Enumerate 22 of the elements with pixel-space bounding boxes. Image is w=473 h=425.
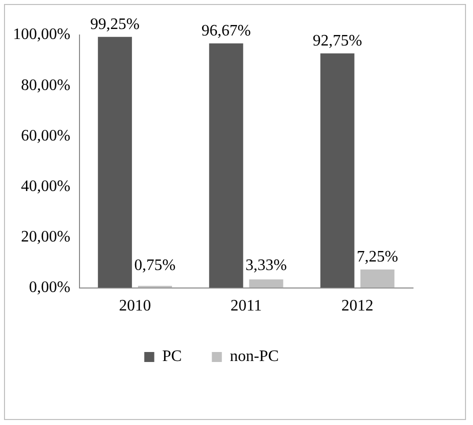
x-tick-label: 2011 [230, 298, 262, 315]
y-tick-label: 60,00% [21, 127, 70, 144]
bar [209, 43, 244, 288]
y-tick-label: 0,00% [29, 279, 70, 296]
y-tick-label: 80,00% [21, 76, 70, 94]
bar [98, 36, 132, 288]
bar [320, 53, 354, 288]
legend-label: non-PC [230, 348, 279, 366]
data-label: 92,75% [312, 32, 362, 50]
y-tick-label: 100,00% [13, 26, 70, 44]
x-tick-label: 2010 [118, 298, 151, 315]
data-label: 96,67% [201, 22, 251, 40]
data-label: 3,33% [246, 257, 287, 274]
y-tick-label: 40,00% [21, 178, 70, 195]
legend-label: PC [162, 348, 182, 366]
x-tick-label: 2012 [341, 298, 374, 315]
data-label: 7,25% [356, 248, 398, 266]
bar [249, 279, 284, 288]
y-tick-label: 20,00% [21, 228, 70, 246]
data-label: 99,25% [90, 16, 140, 34]
bar [360, 269, 394, 288]
data-label: 0,75% [134, 257, 176, 274]
